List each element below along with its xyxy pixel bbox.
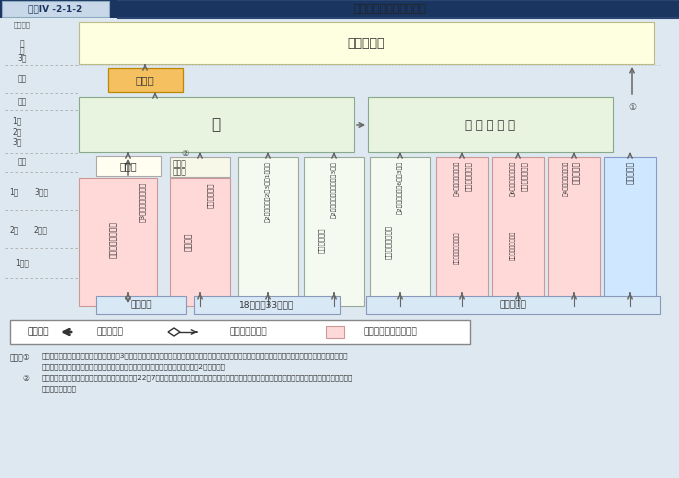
FancyBboxPatch shape xyxy=(79,22,654,64)
Text: 3曹: 3曹 xyxy=(12,138,22,146)
FancyBboxPatch shape xyxy=(238,157,298,306)
Text: 〈階級〉: 〈階級〉 xyxy=(14,22,31,28)
FancyBboxPatch shape xyxy=(370,157,430,306)
Text: ①: ① xyxy=(628,102,636,111)
FancyBboxPatch shape xyxy=(326,326,344,338)
Text: 准　尉: 准 尉 xyxy=(136,75,154,85)
Text: 2曹: 2曹 xyxy=(12,128,22,137)
Text: 18歳以上33歳未満: 18歳以上33歳未満 xyxy=(240,301,295,309)
Text: ②: ② xyxy=(22,374,29,383)
Text: （2士で採用・選考により3曹）: （2士で採用・選考により3曹） xyxy=(331,161,337,218)
Text: 2年生: 2年生 xyxy=(34,226,48,235)
Text: 防衛大学校: 防衛大学校 xyxy=(572,161,581,184)
Text: 将: 将 xyxy=(20,40,24,48)
Text: （3年・卒業後士長）: （3年・卒業後士長） xyxy=(139,182,145,222)
Text: （注）①: （注）① xyxy=(10,352,31,361)
FancyBboxPatch shape xyxy=(170,157,230,177)
Text: 曹: 曹 xyxy=(211,118,221,132)
Text: 高等学校等: 高等学校等 xyxy=(500,301,526,309)
FancyBboxPatch shape xyxy=(304,157,364,306)
Text: 士　長: 士 長 xyxy=(120,161,136,171)
Text: 一般曹候補生: 一般曹候補生 xyxy=(318,227,325,253)
Text: （2士で任用・2，3年を1任期）: （2士で任用・2，3年を1任期） xyxy=(265,161,271,222)
Text: 自衛官の任用制度の概要: 自衛官の任用制度の概要 xyxy=(354,4,426,14)
Text: 【３月】: 【３月】 xyxy=(183,233,193,251)
Text: 幹　　　部: 幹 部 xyxy=(347,36,385,50)
Text: 1年生: 1年生 xyxy=(15,259,29,268)
Text: 医学科学生及び歯科・薬剤科幹部候補生については、国家試験に合格した者は、2尉に昇任。: 医学科学生及び歯科・薬剤科幹部候補生については、国家試験に合格した者は、2尉に昇… xyxy=(42,363,226,369)
Text: （2士で採用・約6年で3尉）: （2士で採用・約6年で3尉） xyxy=(397,161,403,214)
Text: 防衛医科大学校: 防衛医科大学校 xyxy=(464,161,471,191)
Text: 任期制: 任期制 xyxy=(173,159,187,168)
FancyBboxPatch shape xyxy=(10,320,470,344)
FancyBboxPatch shape xyxy=(79,97,354,152)
Text: （4年・卒業後曹区）: （4年・卒業後曹区） xyxy=(563,161,569,196)
Text: 所定の教育訓練を修了したものは、通常3尉に昇任するところ、一般大学等の修士課程修了者のうち院卒者試験により入隊した者、並びに、防衛医科大学校: 所定の教育訓練を修了したものは、通常3尉に昇任するところ、一般大学等の修士課程修… xyxy=(42,352,348,358)
Text: 陸自高等工科学校: 陸自高等工科学校 xyxy=(109,221,117,259)
Text: 1士: 1士 xyxy=(10,187,19,196)
Text: 航空学生（海空）: 航空学生（海空） xyxy=(385,225,391,259)
Text: 3尉: 3尉 xyxy=(17,54,26,63)
Text: ～: ～ xyxy=(20,46,24,55)
Text: 図表IV -2-1-2: 図表IV -2-1-2 xyxy=(28,4,82,13)
Text: 防衛医科大学校: 防衛医科大学校 xyxy=(521,161,528,191)
Text: 曹長: 曹長 xyxy=(18,98,26,107)
Text: 自衛官候補生: 自衛官候補生 xyxy=(206,182,213,207)
Text: 防衛医大学校医学科: 防衛医大学校医学科 xyxy=(510,231,516,260)
FancyBboxPatch shape xyxy=(96,296,186,314)
Text: 【凡例】: 【凡例】 xyxy=(27,327,49,337)
Text: 自衛官: 自衛官 xyxy=(173,167,187,176)
FancyBboxPatch shape xyxy=(0,18,679,333)
FancyBboxPatch shape xyxy=(548,157,600,306)
FancyBboxPatch shape xyxy=(436,157,488,306)
Text: ：採用試験: ：採用試験 xyxy=(96,327,124,337)
FancyBboxPatch shape xyxy=(366,296,660,314)
Text: ②: ② xyxy=(181,150,189,159)
Text: （4年・卒業後曹区）: （4年・卒業後曹区） xyxy=(454,161,460,196)
Text: ：試験又は選考: ：試験又は選考 xyxy=(230,327,267,337)
FancyBboxPatch shape xyxy=(108,68,183,92)
Text: 任期制自衛官の初期教育を充実させるため、平成22年7月から、入隊当初の３ヶ月間を非自衛官化して、定員外の防衛省職員とし、基礎的教育訓練に専従さ: 任期制自衛官の初期教育を充実させるため、平成22年7月から、入隊当初の３ヶ月間を… xyxy=(42,374,353,380)
FancyBboxPatch shape xyxy=(170,178,230,306)
FancyBboxPatch shape xyxy=(194,296,340,314)
Text: 防衛医大学校看護学科: 防衛医大学校看護学科 xyxy=(454,231,460,263)
FancyBboxPatch shape xyxy=(368,97,613,152)
Text: （6年・卒業後曹区）: （6年・卒業後曹区） xyxy=(510,161,516,196)
Text: 2士: 2士 xyxy=(10,226,19,235)
FancyBboxPatch shape xyxy=(0,0,679,18)
Text: 幹 部 候 補 生: 幹 部 候 補 生 xyxy=(465,119,515,131)
Text: ：非自衛官（定員外）: ：非自衛官（定員外） xyxy=(363,327,417,337)
Text: せることとした。: せることとした。 xyxy=(42,385,77,391)
FancyBboxPatch shape xyxy=(604,157,656,306)
FancyBboxPatch shape xyxy=(2,1,109,17)
Text: 3年生: 3年生 xyxy=(34,187,48,196)
FancyBboxPatch shape xyxy=(79,178,157,306)
FancyBboxPatch shape xyxy=(96,156,161,176)
Text: 士長: 士長 xyxy=(18,157,26,166)
Text: 中学校等: 中学校等 xyxy=(130,301,151,309)
Text: 一般大学等: 一般大学等 xyxy=(625,161,634,184)
Text: 准尉: 准尉 xyxy=(18,75,26,84)
FancyBboxPatch shape xyxy=(492,157,544,306)
Text: 1曹: 1曹 xyxy=(12,117,22,126)
